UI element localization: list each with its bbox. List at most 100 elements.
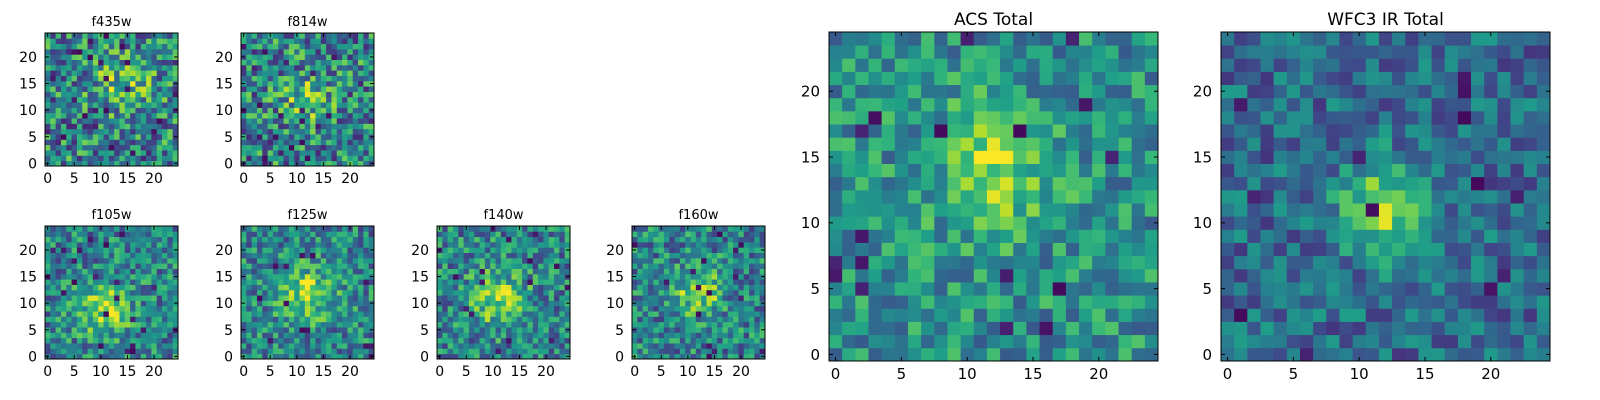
heatmap-cell — [907, 282, 922, 296]
heatmap-cell — [50, 160, 57, 167]
heatmap-cell — [130, 86, 136, 92]
heatmap-cell — [1392, 189, 1406, 204]
heatmap-cell — [532, 305, 539, 312]
heatmap-cell — [315, 348, 322, 355]
heatmap-cell — [722, 316, 729, 323]
heatmap-cell — [759, 279, 766, 285]
heatmap-cell — [363, 231, 370, 238]
heatmap-cell — [722, 337, 729, 344]
heatmap-cell — [1523, 308, 1538, 322]
heatmap-cell — [119, 59, 126, 66]
heatmap-cell — [288, 327, 295, 333]
heatmap-cell — [108, 295, 115, 301]
heatmap-cell — [342, 33, 348, 39]
heatmap-cell — [733, 257, 739, 264]
heatmap-cell — [267, 123, 274, 130]
heatmap-cell — [246, 102, 253, 108]
heatmap-cell — [336, 311, 343, 317]
heatmap-cell — [172, 43, 179, 50]
heatmap-cell — [1378, 255, 1393, 270]
heatmap-cell — [695, 289, 702, 296]
heatmap-cell — [146, 48, 152, 55]
heatmap-cell — [452, 252, 459, 259]
heatmap-cell — [754, 279, 761, 285]
heatmap-cell — [947, 45, 961, 59]
heatmap-cell — [119, 300, 126, 307]
heatmap-cell — [749, 247, 755, 253]
heatmap-cell — [342, 96, 348, 103]
heatmap-cell — [1418, 229, 1432, 243]
heatmap-cell — [690, 332, 697, 339]
heatmap-cell — [490, 316, 496, 323]
heatmap-cell — [347, 118, 354, 124]
heatmap-cell — [256, 128, 263, 135]
heatmap-cell — [548, 311, 555, 317]
heatmap-cell — [479, 226, 486, 232]
heatmap-cell — [315, 300, 322, 307]
heatmap-cell — [749, 316, 755, 323]
heatmap-cell — [442, 263, 449, 269]
heatmap-cell — [151, 75, 158, 82]
heatmap-cell — [727, 316, 734, 323]
heatmap-cell — [98, 252, 104, 259]
heatmap-cell — [267, 128, 274, 135]
heatmap-cell — [146, 321, 152, 328]
heatmap-cell — [76, 64, 83, 71]
heatmap-cell — [347, 134, 354, 140]
heatmap-cell — [1026, 32, 1040, 46]
heatmap-cell — [278, 247, 284, 253]
heatmap-cell — [130, 33, 136, 39]
heatmap-cell — [320, 236, 327, 243]
heatmap-cell — [1352, 176, 1367, 191]
heatmap-cell — [76, 75, 83, 82]
heatmap-cell — [55, 321, 62, 328]
heatmap-cell — [442, 247, 449, 253]
heatmap-cell — [1313, 268, 1327, 283]
heatmap-cell — [717, 337, 723, 344]
heatmap-cell — [559, 337, 566, 344]
heatmap-cell — [829, 321, 843, 336]
heatmap-cell — [701, 316, 707, 323]
heatmap-cell — [278, 226, 284, 232]
heatmap-cell — [527, 321, 534, 328]
heatmap-cell — [283, 257, 290, 264]
heatmap-cell — [267, 236, 274, 243]
heatmap-cell — [256, 160, 263, 167]
heatmap-cell — [1313, 203, 1327, 217]
heatmap-cell — [653, 226, 659, 232]
heatmap-cell — [921, 189, 935, 204]
heatmap-cell — [55, 64, 62, 71]
heatmap-cell — [1392, 282, 1406, 296]
heatmap-cell — [437, 295, 443, 301]
heatmap-cell — [527, 257, 534, 264]
heatmap-cell — [92, 231, 99, 238]
heatmap-cell — [283, 48, 290, 55]
heatmap-cell — [1000, 163, 1014, 178]
heatmap-cell — [320, 107, 327, 114]
heatmap-cell — [973, 84, 988, 99]
heatmap-cell — [733, 236, 739, 243]
heatmap-cell — [336, 118, 343, 124]
heatmap-cell — [543, 284, 550, 291]
heatmap-cell — [1131, 268, 1146, 283]
heatmap-cell — [352, 43, 359, 50]
heatmap-cell — [642, 305, 649, 312]
heatmap-cell — [119, 311, 126, 317]
heatmap-cell — [256, 289, 263, 296]
y-tick-label: 15 — [215, 77, 233, 93]
heatmap-cell — [251, 231, 258, 238]
heatmap-cell — [98, 236, 104, 243]
heatmap-cell — [564, 343, 571, 349]
heatmap-cell — [1392, 150, 1406, 164]
heatmap-cell — [172, 241, 179, 248]
heatmap-cell — [55, 353, 62, 360]
heatmap-cell — [76, 316, 83, 323]
heatmap-cell — [559, 268, 566, 275]
heatmap-cell — [722, 311, 729, 317]
heatmap-cell — [1299, 347, 1314, 362]
heatmap-cell — [1079, 268, 1093, 283]
heatmap-cell — [358, 54, 364, 60]
heatmap-cell — [1065, 334, 1080, 349]
heatmap-cell — [87, 102, 94, 108]
